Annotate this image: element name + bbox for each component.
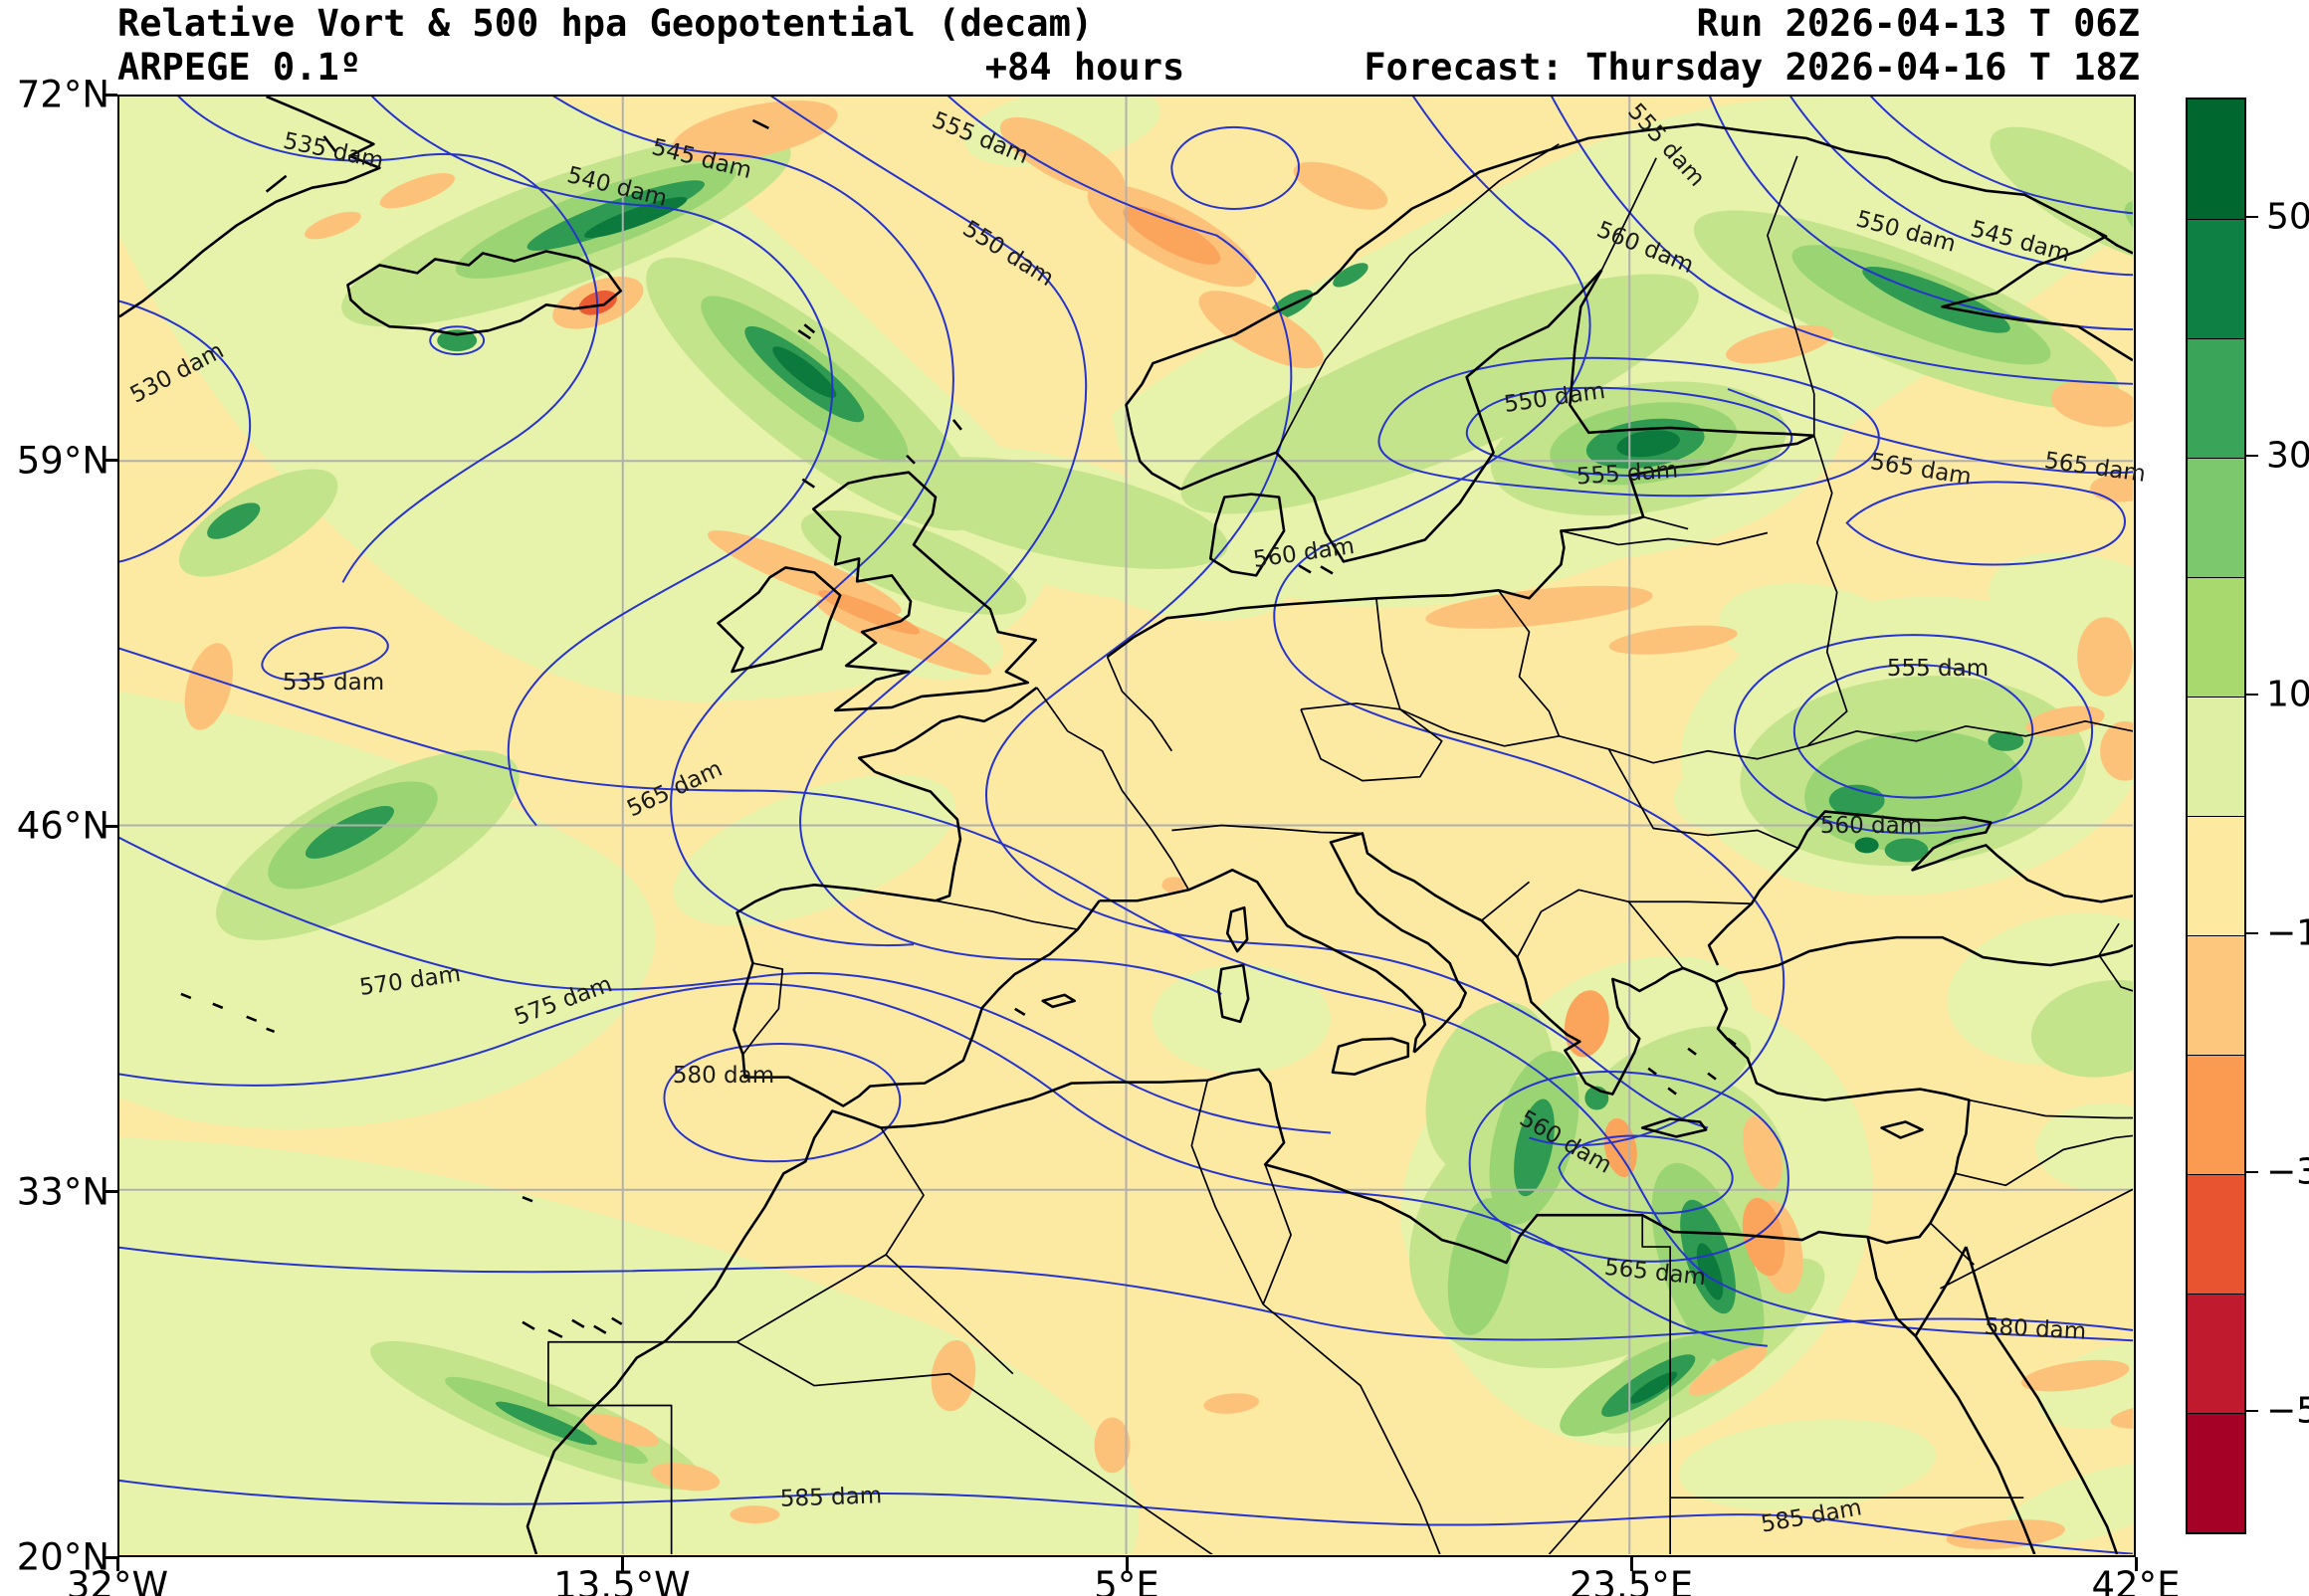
lat-tick-label: 33°N: [16, 1170, 109, 1213]
colorbar-tick-mark: [2244, 694, 2258, 696]
colorbar-segment: [2188, 577, 2244, 697]
contour-label: 555 dam: [1886, 656, 1990, 682]
lon-tick-mark: [2134, 1557, 2138, 1571]
lon-tick-mark: [115, 1557, 119, 1571]
colorbar-tick-label: 30: [2266, 435, 2309, 477]
graticule: [119, 97, 2133, 1554]
coast-turkey-levant-africa: [525, 981, 1971, 1554]
forecast-time-label: Forecast: Thursday 2026-04-16 T 18Z: [1364, 46, 2140, 89]
colorbar-segment: [2188, 935, 2244, 1055]
colorbar-segment: [2188, 219, 2244, 338]
colorbar-tick-label: −30: [2266, 1151, 2309, 1193]
colorbar-segment: [2188, 1174, 2244, 1294]
map-plot-area: [117, 95, 2136, 1557]
lat-tick-mark: [104, 1190, 117, 1193]
coast-iberia: [733, 884, 1101, 1107]
lat-tick-label: 72°N: [16, 73, 109, 116]
coast-oslofjord: [1179, 451, 1277, 491]
coastlines: [119, 97, 2133, 1554]
coast-denmark: [1208, 493, 1334, 577]
coast-balearics: [1014, 993, 1076, 1016]
lat-tick-label: 46°N: [16, 804, 109, 848]
coast-sweden: [1275, 269, 1603, 563]
colorbar-tick-mark: [2244, 1171, 2258, 1173]
colorbar-segment: [2188, 1413, 2244, 1532]
lat-tick-mark: [104, 824, 117, 828]
coast-greenland: [119, 97, 381, 318]
coast-azores-madeira: [180, 992, 533, 1203]
coast-ireland: [717, 566, 842, 674]
colorbar-segment: [2188, 338, 2244, 458]
coast-cyprus: [1880, 1120, 1924, 1139]
coast-finland: [1569, 269, 1814, 438]
lat-tick-label: 59°N: [16, 439, 109, 482]
lead-time-label: +84 hours: [984, 46, 1185, 89]
colorbar-tick-label: 10: [2266, 674, 2309, 715]
lon-tick-mark: [1629, 1557, 1633, 1571]
coast-canary-islands: [522, 1316, 623, 1338]
coast-norway-kola: [1125, 122, 2133, 491]
coast-faroe: [797, 323, 816, 340]
map: [119, 97, 2133, 1554]
colorbar-segment: [2188, 1055, 2244, 1174]
coast-black-sea: [1707, 810, 2133, 984]
contour-label: 580 dam: [1984, 1313, 2087, 1345]
colorbar-tick-mark: [2244, 216, 2258, 218]
lat-tick-mark: [104, 93, 117, 97]
contour-label: 535 dam: [282, 670, 385, 696]
country-borders: [547, 143, 2133, 1554]
colorbar-segment: [2188, 697, 2244, 816]
coast-baltic-south: [1106, 434, 1815, 659]
coast-scottish-isles: [801, 419, 962, 489]
coast-france-atlantic: [857, 686, 1038, 902]
contour-label: 585 dam: [779, 1483, 883, 1512]
lat-tick-mark: [104, 459, 117, 462]
colorbar-tick-label: 50: [2266, 196, 2309, 238]
colorbar-segment: [2188, 1294, 2244, 1413]
colorbar: [2186, 98, 2246, 1534]
colorbar-tick-mark: [2244, 932, 2258, 934]
lat-tick-mark: [104, 1555, 117, 1559]
lon-tick-mark: [620, 1557, 624, 1571]
colorbar-tick-label: −50: [2266, 1390, 2309, 1432]
contour-label: 580 dam: [672, 1063, 775, 1089]
coast-jan-mayen: [751, 118, 769, 130]
coast-crete: [1640, 1117, 1708, 1138]
page-title: Relative Vort & 500 hpa Geopotential (de…: [117, 2, 1094, 45]
coast-britain: [811, 471, 1038, 712]
colorbar-tick-mark: [2244, 1410, 2258, 1412]
colorbar-tick-label: −10: [2266, 912, 2309, 954]
colorbar-tick-mark: [2244, 455, 2258, 457]
colorbar-segment: [2188, 816, 2244, 935]
vorticity-shade-orange: [184, 100, 2133, 1549]
model-label: ARPEGE 0.1º: [117, 46, 362, 89]
coast-aegean-islands: [1647, 1037, 1737, 1096]
coast-corsica-sardinia: [1216, 905, 1250, 1024]
geopotential-contours: [119, 97, 2133, 1554]
colorbar-segment: [2188, 100, 2244, 219]
contour-label: 560 dam: [1819, 813, 1923, 839]
coast-france-med-italy: [1099, 869, 1427, 1053]
coast-italy-adriatic-greece: [1329, 832, 1717, 1096]
lon-tick-mark: [1125, 1557, 1129, 1571]
coast-sicily: [1331, 1037, 1410, 1076]
run-time-label: Run 2026-04-13 T 06Z: [1696, 2, 2140, 45]
coast-russia-ne: [2092, 228, 2133, 255]
lat-tick-label: 20°N: [16, 1535, 109, 1579]
colorbar-segment: [2188, 458, 2244, 577]
coast-sinai-red-sea: [1866, 1236, 2119, 1554]
coast-iceland: [346, 250, 623, 336]
